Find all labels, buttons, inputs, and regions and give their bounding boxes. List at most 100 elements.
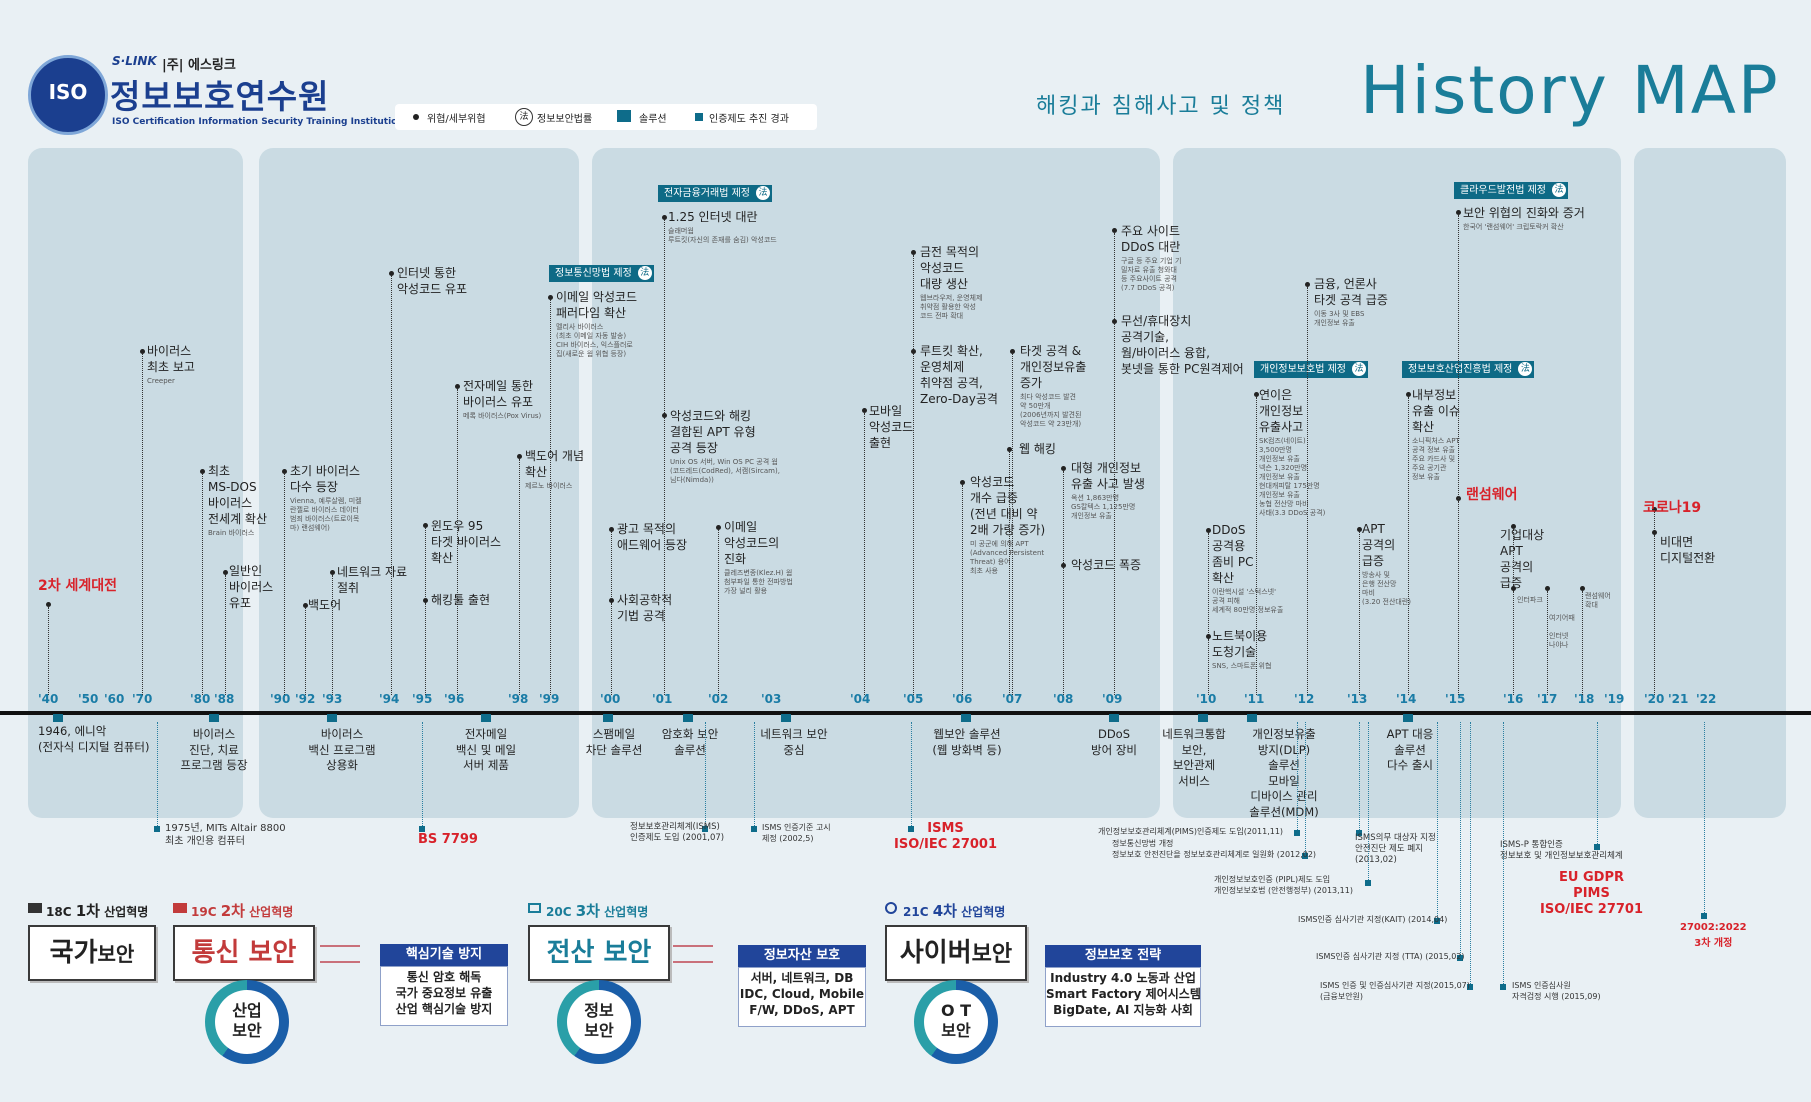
law-tag: 정보통신망법 제정 法 bbox=[549, 265, 654, 282]
year-label: '05 bbox=[903, 692, 924, 706]
event-title: 1.25 인터넷 대란 bbox=[668, 210, 758, 224]
event-connector bbox=[425, 603, 426, 695]
cert-marker bbox=[1356, 830, 1362, 836]
ot-security-ring: O T 보안 bbox=[914, 980, 998, 1064]
cert-connector bbox=[754, 722, 755, 826]
year-label: '18 bbox=[1574, 692, 1595, 706]
box-main: 국가 bbox=[49, 938, 98, 968]
event-title: 대형 개인정보 유출 사고 발생 bbox=[1071, 461, 1145, 491]
page-title: History MAP bbox=[1360, 52, 1780, 129]
cert-marker bbox=[908, 826, 914, 832]
revolution-label: 1차 bbox=[75, 902, 100, 920]
cert-connector bbox=[1704, 722, 1705, 913]
cert-label: ISMS의무 대상자 지정 안전진단 제도 폐지 (2013,02) bbox=[1355, 833, 1436, 865]
event-connector bbox=[1547, 591, 1548, 695]
event-connector bbox=[391, 276, 392, 695]
event-title: 웹 해킹 bbox=[1019, 442, 1056, 456]
event-marker bbox=[1456, 210, 1461, 215]
box-main: 통신 보안 bbox=[191, 938, 297, 968]
event-connector bbox=[519, 459, 520, 695]
event-title: 이메일 악성코드 패러다임 확산 bbox=[556, 290, 638, 320]
solution-legend-label: 솔루션 bbox=[639, 114, 667, 125]
event-connector bbox=[305, 608, 306, 695]
event-connector bbox=[611, 603, 612, 695]
solution-label: 암호화 보안 솔루션 bbox=[661, 727, 719, 757]
puzzle-icon bbox=[481, 714, 491, 722]
event-detail: 구글 등 주요 기업 기 밀자료 유출 청와대 등 주요사이트 공격 (7.7 … bbox=[1121, 257, 1182, 292]
event-title: 인터넷 통한 악성코드 유포 bbox=[397, 266, 468, 296]
event-title: 백도어 bbox=[308, 598, 342, 612]
event-detail: 최다 악성코드 발견 약 50만개 (2006년까지 발견된 악성코드 약 23… bbox=[1020, 393, 1082, 428]
event-connector bbox=[1012, 354, 1013, 695]
arrow-icon bbox=[320, 945, 360, 963]
law-tag: 전자금융거래법 제정 法 bbox=[658, 185, 772, 202]
event-connector bbox=[457, 389, 458, 695]
event-marker bbox=[1112, 319, 1117, 324]
revolution-heading: 18C 1차 산업혁명 bbox=[46, 900, 148, 921]
year-label: '40 bbox=[38, 692, 59, 706]
event-marker bbox=[1254, 392, 1259, 397]
cert-connector bbox=[1297, 722, 1298, 830]
event-title: 기업대상 APT 공격의 급증 bbox=[1500, 528, 1545, 590]
info-box-title: 정보자산 보호 bbox=[738, 945, 866, 967]
year-label: '80 bbox=[190, 692, 211, 706]
year-label: '07 bbox=[1002, 692, 1023, 706]
cert-marker bbox=[1500, 984, 1506, 990]
revolution-label: 3차 bbox=[575, 902, 600, 920]
event-title: 노트북이용 도청기술 bbox=[1212, 629, 1268, 659]
event-marker bbox=[223, 570, 228, 575]
law-icon: 法 bbox=[1551, 183, 1566, 197]
event-marker bbox=[330, 570, 335, 575]
event-title: 무선/휴대장치 공격기술, 웜/바이러스 융합, 봇넷을 통한 PC원격제어 bbox=[1121, 314, 1244, 376]
event-title: 윈도우 95 타겟 바이러스 확산 bbox=[431, 519, 502, 565]
event-connector bbox=[1582, 591, 1583, 695]
ring-label: O T 보안 bbox=[924, 990, 988, 1054]
event-title: 바이러스 최초 보고 bbox=[147, 344, 195, 374]
event-connector bbox=[1256, 397, 1257, 695]
puzzle-icon bbox=[617, 110, 631, 122]
event-connector bbox=[48, 607, 49, 695]
revolution-suffix: 산업혁명 bbox=[249, 905, 294, 919]
event-marker bbox=[862, 408, 867, 413]
event-detail: SNS, 스마트폰 위협 bbox=[1212, 662, 1272, 670]
event-marker bbox=[1545, 586, 1550, 591]
event-marker bbox=[517, 454, 522, 459]
cert-label: 개인정보보호관리체계(PIMS)인증제도 도입(2011,11) bbox=[1098, 827, 1284, 836]
event-detail: 클레즈변종(Klez.H) 웜 첨부파일 통한 전파방법 가장 널리 활용 bbox=[724, 569, 793, 595]
solution-label: APT 대응 솔루션 다수 출시 bbox=[1386, 727, 1434, 772]
event-connector bbox=[1513, 591, 1514, 695]
era-panel-2 bbox=[259, 148, 579, 818]
solution-label: 바이러스 진단, 치료 프로그램 등장 bbox=[180, 727, 248, 772]
info-box-body: 통신 암호 해독 국가 중요정보 유출 산업 핵심기술 방지 bbox=[380, 966, 508, 1026]
event-marker bbox=[1580, 586, 1585, 591]
box-main: 전산 보안 bbox=[546, 938, 652, 968]
puzzle-icon bbox=[781, 714, 791, 722]
law-icon: 法 bbox=[755, 186, 770, 200]
event-title: 백도어 개념 확산 bbox=[525, 449, 585, 479]
event-connector bbox=[550, 300, 551, 695]
page-subtitle: 해킹과 침해사고 및 정책 bbox=[1036, 94, 1286, 119]
event-marker bbox=[911, 250, 916, 255]
year-label: '22 bbox=[1696, 692, 1717, 706]
event-marker bbox=[609, 598, 614, 603]
cert-connector bbox=[422, 722, 423, 826]
event-marker bbox=[1511, 524, 1516, 529]
event-marker bbox=[455, 384, 460, 389]
event-detail: 옥션 1,863만명 GS칼텍스 1,125만명 개인정보 유출 bbox=[1071, 494, 1136, 520]
year-label: '50 bbox=[78, 692, 99, 706]
threat-legend-label: 위협/세부위협 bbox=[427, 114, 486, 125]
cert-connector bbox=[1460, 722, 1461, 955]
revolution-suffix: 산업혁명 bbox=[961, 905, 1006, 919]
year-label: '70 bbox=[132, 692, 153, 706]
event-title: 비대면 디지털전환 bbox=[1660, 535, 1716, 565]
event-marker bbox=[1007, 447, 1012, 452]
box-main: 사이버 bbox=[899, 938, 972, 968]
cert-legend-label: 인증제도 추진 경과 bbox=[709, 114, 789, 125]
cert-marker bbox=[1467, 984, 1473, 990]
law-legend-label: 정보보안법률 bbox=[537, 114, 593, 125]
event-marker bbox=[1357, 527, 1362, 532]
year-label: '16 bbox=[1503, 692, 1524, 706]
event-title: 금융, 언론사 타겟 공격 급증 bbox=[1314, 277, 1388, 307]
cert-label: BS 7799 bbox=[418, 832, 478, 847]
event-connector bbox=[1654, 535, 1655, 695]
